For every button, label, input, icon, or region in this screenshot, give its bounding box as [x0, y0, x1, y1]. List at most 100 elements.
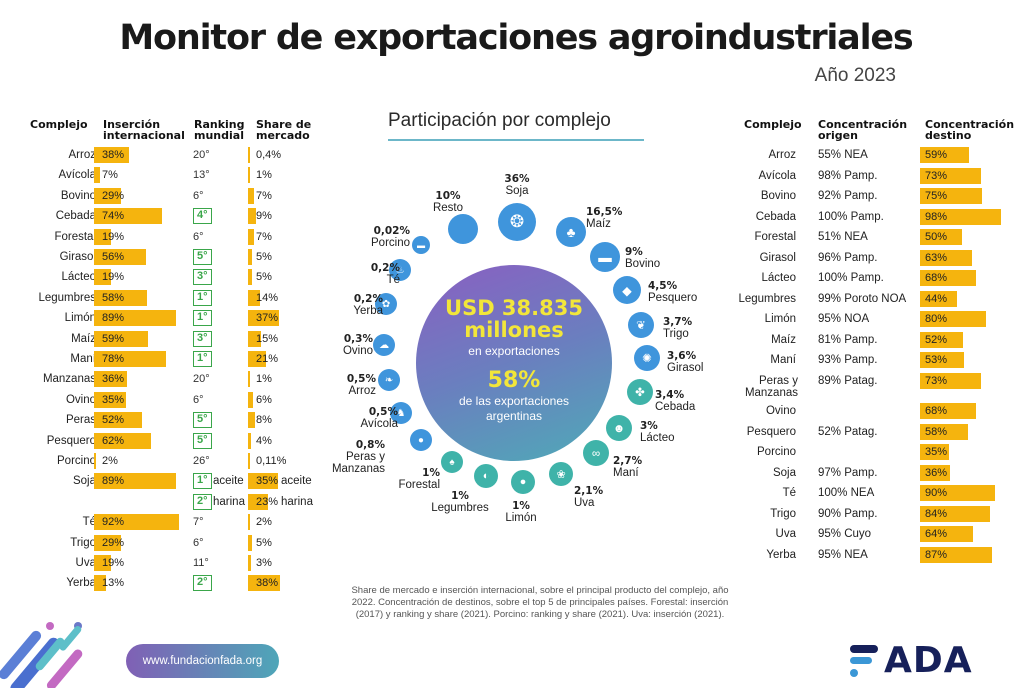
complex-pct: 1%: [422, 467, 440, 479]
origen-value: 100% NEA: [818, 487, 875, 499]
destino-value: 87%: [925, 548, 948, 561]
insercion-bar: [94, 167, 101, 184]
complex-pct: 1%: [451, 490, 469, 502]
insercion-value: 2%: [102, 455, 118, 467]
share-value: 1%: [256, 373, 272, 386]
insercion-bar: [94, 289, 148, 306]
complex-label: 16,5% Maíz: [586, 206, 622, 230]
complex-name: Yerba: [353, 305, 383, 317]
origen-value: 100% Pamp.: [818, 210, 884, 223]
insercion-bar: [94, 208, 163, 225]
ranking-value: 1°: [193, 289, 212, 306]
row-name: Girasol: [759, 251, 796, 264]
rice-icon: ❧: [378, 369, 400, 391]
complex-name: Porcino: [371, 237, 410, 249]
insercion-bar: [94, 351, 166, 367]
share-bar: [248, 575, 281, 592]
complex-pct: 0,2%: [353, 293, 383, 305]
complex-name: Uva: [574, 497, 595, 509]
header-ranking: Ranking mundial: [194, 118, 245, 142]
header-origen: Concentración origen: [818, 118, 908, 142]
cow-icon: ▬: [590, 242, 620, 272]
share-value: 35%: [256, 475, 279, 488]
share-pct: 58%: [487, 368, 541, 393]
insercion-bar: [94, 391, 127, 408]
row-name: Uva: [75, 557, 96, 569]
destino-bar: [920, 208, 1002, 225]
row-name: Pesquero: [746, 425, 796, 438]
complex-name: Soja: [505, 185, 529, 197]
insercion-bar: [94, 310, 176, 327]
destino-value: 68%: [925, 405, 948, 417]
complex-label: 10% Resto: [398, 190, 498, 214]
complex-label: 0,5% Arroz: [316, 373, 376, 397]
tea-icon: ♨: [389, 259, 411, 281]
share-value: 15%: [256, 332, 279, 345]
share-value: 6%: [256, 393, 272, 406]
row-name: Porcino: [57, 455, 96, 467]
destino-value: 73%: [925, 374, 948, 387]
header-share: Share de mercado: [256, 118, 312, 142]
bean-icon: ◐: [474, 464, 498, 488]
share-bar: [248, 432, 252, 449]
share-bar: [248, 249, 253, 265]
row-name: Limón: [64, 312, 96, 325]
barley-icon: ✤: [627, 379, 653, 405]
complex-pct: 0,8%: [355, 439, 385, 451]
share-bar: [248, 269, 253, 286]
ranking-value: 6°: [193, 189, 204, 202]
ranking-value: 13°: [193, 169, 210, 182]
destino-value: 80%: [925, 313, 948, 325]
row-name: Maní: [70, 353, 96, 365]
complex-pct: 3,7%: [663, 316, 693, 328]
complex-pct: 10%: [435, 190, 461, 202]
complex-name: Trigo: [663, 328, 689, 340]
fada-logo-mark: [850, 645, 878, 677]
row-name: Avícola: [58, 169, 96, 182]
insercion-bar: [94, 371, 128, 388]
destino-bar: [920, 331, 964, 348]
share-caption-2: argentinas: [485, 409, 543, 423]
origen-value: 89% Patag.: [818, 374, 878, 387]
row-name: Bovino: [60, 189, 96, 202]
fada-logo: ADA: [884, 640, 973, 681]
insercion-value: 29%: [102, 189, 125, 202]
ranking-value: 3°: [193, 330, 212, 347]
complex-pct: 0,2%: [370, 262, 400, 274]
share-bar: [248, 453, 250, 469]
share-value: 3%: [256, 557, 272, 569]
complex-name: Té: [386, 274, 400, 286]
share-bar: [248, 351, 266, 367]
insercion-value: 89%: [102, 312, 125, 325]
sheep-icon: ☁: [373, 334, 395, 356]
destino-value: 63%: [925, 251, 948, 264]
tree-icon: ♠: [441, 451, 463, 473]
insercion-bar: [94, 575, 106, 592]
complex-label: 0,2% Té: [340, 262, 400, 286]
ranking-value: 11°: [193, 557, 209, 569]
grape-icon: ❀: [549, 462, 573, 486]
row-name: Forestal: [754, 231, 796, 243]
dairy-cow-icon: ☻: [606, 415, 632, 441]
insercion-value: 78%: [102, 353, 125, 365]
ranking-value: 6°: [193, 230, 204, 243]
complex-label: 3,6% Girasol: [667, 350, 703, 374]
destino-bar: [920, 188, 983, 204]
row-name: Lácteo: [761, 272, 796, 284]
complex-name: Resto: [432, 202, 464, 214]
destino-bar: [920, 270, 977, 286]
wheat-icon: ❦: [628, 312, 654, 338]
ranking-note: harina: [213, 495, 245, 508]
website-link[interactable]: www.fundacionfada.org: [126, 644, 279, 678]
row-name: Maní: [770, 354, 796, 366]
complex-label: 0,02% Porcino: [350, 225, 410, 249]
share-bar: [248, 371, 250, 388]
ranking-value: 20°: [193, 373, 210, 386]
destino-value: 64%: [925, 528, 948, 540]
year-label: Año 2023: [814, 65, 896, 86]
complex-label: 2,1% Uva: [574, 485, 603, 509]
ranking-value: 3°: [193, 269, 212, 286]
complex-pct: 1%: [512, 500, 530, 512]
destino-value: 98%: [925, 210, 948, 223]
insercion-value: 19%: [102, 230, 125, 243]
